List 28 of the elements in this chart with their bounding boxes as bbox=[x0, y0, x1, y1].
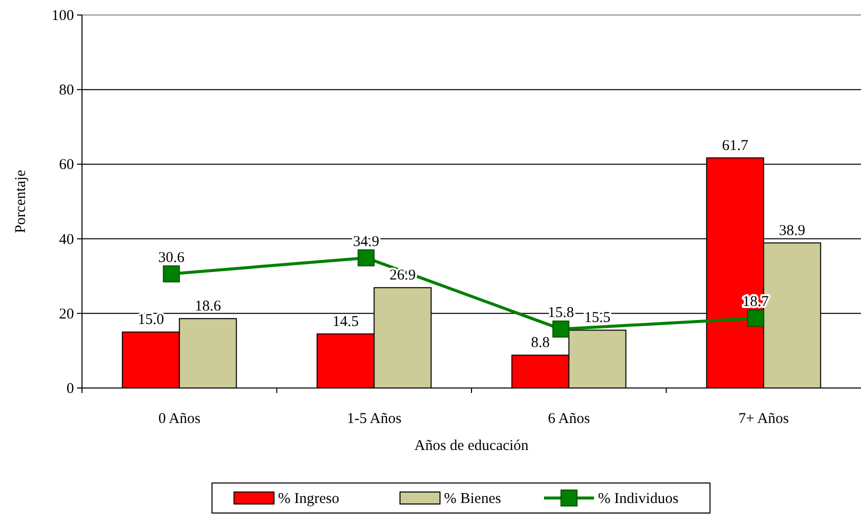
x-tick-label: 7+ Años bbox=[738, 411, 790, 427]
y-tick-label: 100 bbox=[52, 8, 74, 24]
data-label: 15.0 bbox=[138, 312, 164, 328]
x-tick-label: 6 Años bbox=[548, 411, 590, 427]
y-axis-title: Porcentaje bbox=[13, 170, 29, 234]
x-tick-label: 1-5 Años bbox=[346, 411, 402, 427]
y-tick-label: 80 bbox=[59, 82, 74, 99]
data-label: 61.7 bbox=[722, 138, 749, 154]
x-axis-title: Años de educación bbox=[414, 438, 530, 454]
y-tick-label: 40 bbox=[59, 232, 74, 248]
data-label: 15.5 bbox=[584, 310, 610, 326]
legend-label: % Individuos bbox=[598, 491, 679, 507]
y-tick-label: 20 bbox=[59, 306, 74, 322]
data-label: 30.6 bbox=[158, 250, 185, 266]
data-label: 8.8 bbox=[531, 335, 550, 352]
data-label: 14.5 bbox=[332, 314, 359, 330]
point bbox=[162, 265, 180, 282]
point bbox=[747, 310, 764, 327]
data-label: 18.6 bbox=[194, 298, 222, 315]
data-label: 26.9 bbox=[390, 268, 416, 284]
data-label: 38.9 bbox=[779, 222, 806, 239]
legend-label: % Ingreso bbox=[278, 491, 340, 507]
x-tick-label: 0 Años bbox=[158, 411, 201, 427]
legend-label: % Bienes bbox=[444, 491, 502, 507]
y-tick-label: 60 bbox=[59, 157, 74, 174]
point bbox=[358, 249, 375, 266]
point bbox=[552, 320, 570, 338]
y-tick-label: 0 bbox=[66, 381, 74, 397]
